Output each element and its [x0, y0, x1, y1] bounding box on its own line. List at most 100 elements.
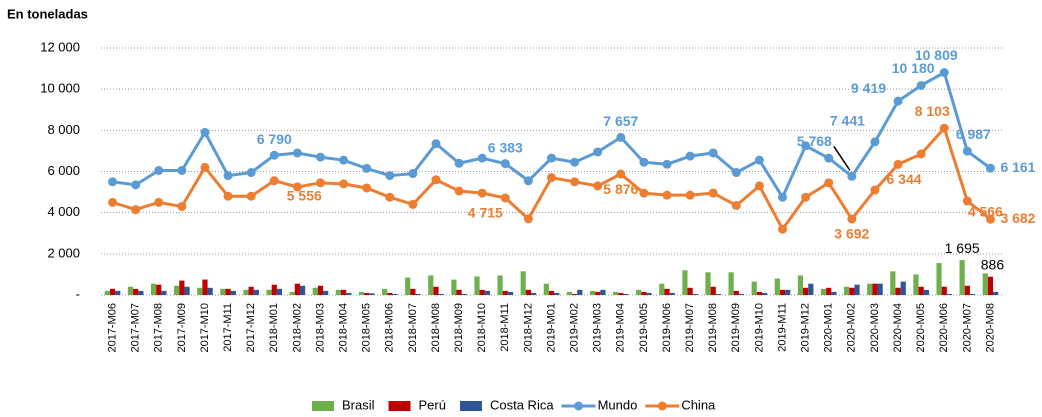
x-tick-label: 2019-M07 — [684, 303, 696, 353]
marker — [292, 182, 302, 192]
marker — [477, 153, 487, 163]
x-tick-label: 2020-M05 — [915, 303, 927, 353]
data-label: 6 344 — [887, 171, 922, 187]
marker — [939, 123, 949, 133]
bar — [484, 290, 490, 295]
bar — [895, 287, 901, 295]
marker — [870, 137, 880, 147]
marker — [408, 199, 418, 209]
y-tick-label: - — [76, 286, 80, 301]
bar — [831, 291, 837, 295]
data-label: 6 987 — [956, 126, 991, 142]
marker — [662, 190, 672, 200]
marker — [362, 163, 372, 173]
marker — [639, 188, 649, 198]
x-tick-label: 2018-M08 — [430, 303, 442, 353]
bar — [502, 290, 508, 295]
y-tick-label: 4 000 — [47, 204, 80, 219]
bar — [230, 290, 236, 295]
bar — [664, 288, 670, 295]
bar — [276, 288, 283, 295]
marker — [893, 159, 903, 169]
marker — [154, 165, 164, 175]
x-tick-label: 2018-M11 — [499, 303, 511, 352]
marker — [315, 152, 325, 162]
bar — [692, 293, 698, 295]
bar — [618, 292, 624, 295]
bar — [115, 290, 121, 295]
marker — [200, 162, 210, 172]
x-tick-label: 2018-M12 — [522, 303, 534, 353]
x-tick-label: 2020-M01 — [823, 303, 835, 353]
marker — [108, 197, 118, 207]
x-tick-label: 2017-M11 — [222, 303, 234, 352]
marker — [431, 139, 441, 149]
marker — [385, 192, 395, 202]
marker — [523, 176, 533, 186]
legend-label: Brasil — [342, 397, 375, 412]
data-label: 886 — [981, 256, 1005, 272]
bar — [936, 263, 942, 295]
bar — [317, 285, 324, 295]
bar — [220, 288, 226, 295]
marker — [824, 178, 834, 188]
x-tick-label: 2019-M12 — [800, 303, 812, 353]
bar — [613, 291, 619, 295]
bar — [358, 291, 365, 295]
bar — [340, 289, 347, 295]
x-tick-label: 2020-M03 — [869, 303, 881, 353]
data-label: 7 441 — [830, 113, 865, 129]
marker — [131, 205, 141, 215]
bar — [530, 292, 537, 295]
bar — [756, 291, 763, 295]
legend-swatch — [388, 401, 411, 411]
marker — [408, 169, 418, 179]
marker — [616, 169, 626, 179]
bar — [710, 286, 716, 295]
legend-label: Mundo — [598, 397, 638, 412]
x-tick-label: 2018-M01 — [268, 303, 280, 353]
marker — [870, 185, 880, 195]
x-tick-label: 2018-M10 — [476, 303, 488, 353]
y-tick-label: 6 000 — [47, 163, 80, 178]
data-label: 3 692 — [834, 226, 869, 242]
bar — [941, 286, 947, 295]
x-tick-label: 2017-M09 — [176, 303, 188, 353]
bar — [774, 278, 780, 295]
bar — [127, 286, 134, 295]
bar — [179, 280, 185, 295]
bar — [785, 289, 791, 295]
marker — [315, 178, 325, 188]
bar — [346, 292, 352, 295]
x-tick-label: 2020-M04 — [892, 303, 904, 353]
x-tick-label: 2020-M02 — [846, 303, 858, 353]
bar — [646, 292, 652, 295]
data-label: 5 556 — [287, 187, 322, 203]
bar — [294, 283, 300, 295]
data-label: 6 161 — [1000, 159, 1035, 175]
marker — [801, 141, 811, 151]
bar — [762, 292, 768, 295]
x-tick-label: 2017-M12 — [245, 303, 257, 353]
marker — [547, 173, 556, 183]
bar — [438, 293, 444, 295]
bar — [577, 289, 583, 295]
bar — [525, 289, 531, 295]
marker — [847, 171, 857, 181]
y-tick-label: 12 000 — [40, 39, 80, 54]
marker — [962, 146, 972, 156]
x-tick-label: 2018-M02 — [291, 303, 303, 353]
bar — [728, 272, 734, 295]
marker — [108, 177, 118, 187]
bar — [415, 293, 421, 295]
x-tick-label: 2020-M07 — [961, 303, 973, 353]
marker — [177, 201, 187, 211]
marker — [570, 177, 580, 187]
marker — [708, 188, 718, 198]
marker — [431, 175, 441, 185]
bar — [803, 287, 809, 295]
bar — [982, 273, 988, 295]
bar — [849, 287, 855, 295]
legend-swatch — [459, 401, 482, 411]
